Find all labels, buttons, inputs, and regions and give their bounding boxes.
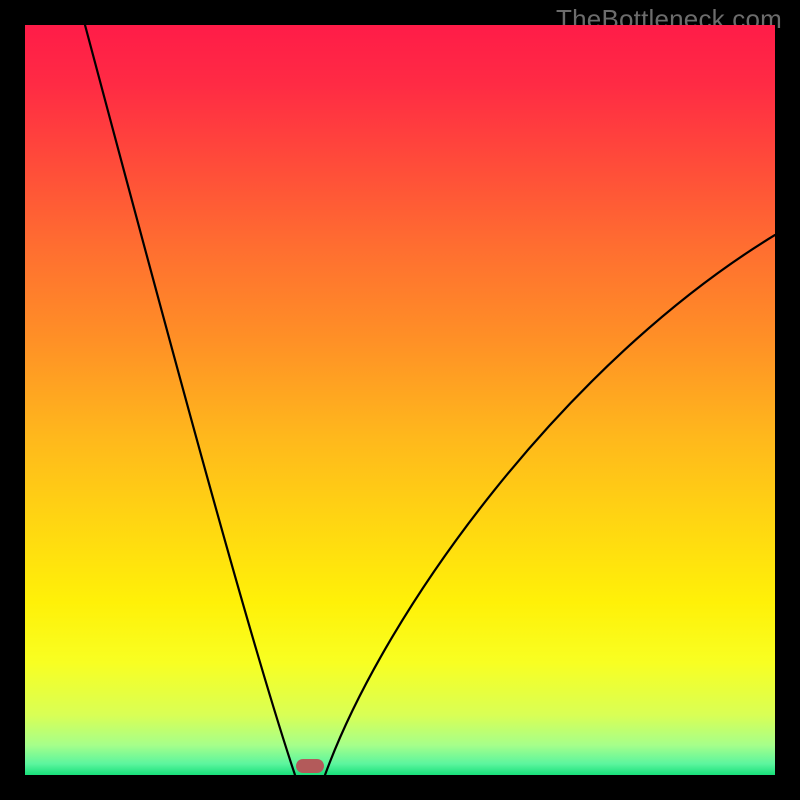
chart-frame: TheBottleneck.com bbox=[0, 0, 800, 800]
bottleneck-curve bbox=[25, 25, 775, 775]
optimum-marker bbox=[296, 759, 324, 773]
plot-area bbox=[25, 25, 775, 775]
